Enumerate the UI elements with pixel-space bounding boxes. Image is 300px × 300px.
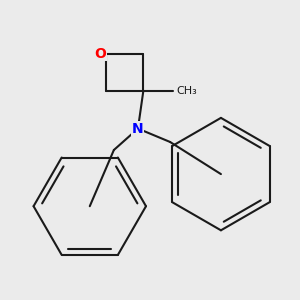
Text: CH₃: CH₃	[177, 86, 197, 96]
Text: O: O	[94, 46, 106, 61]
Text: N: N	[132, 122, 144, 136]
